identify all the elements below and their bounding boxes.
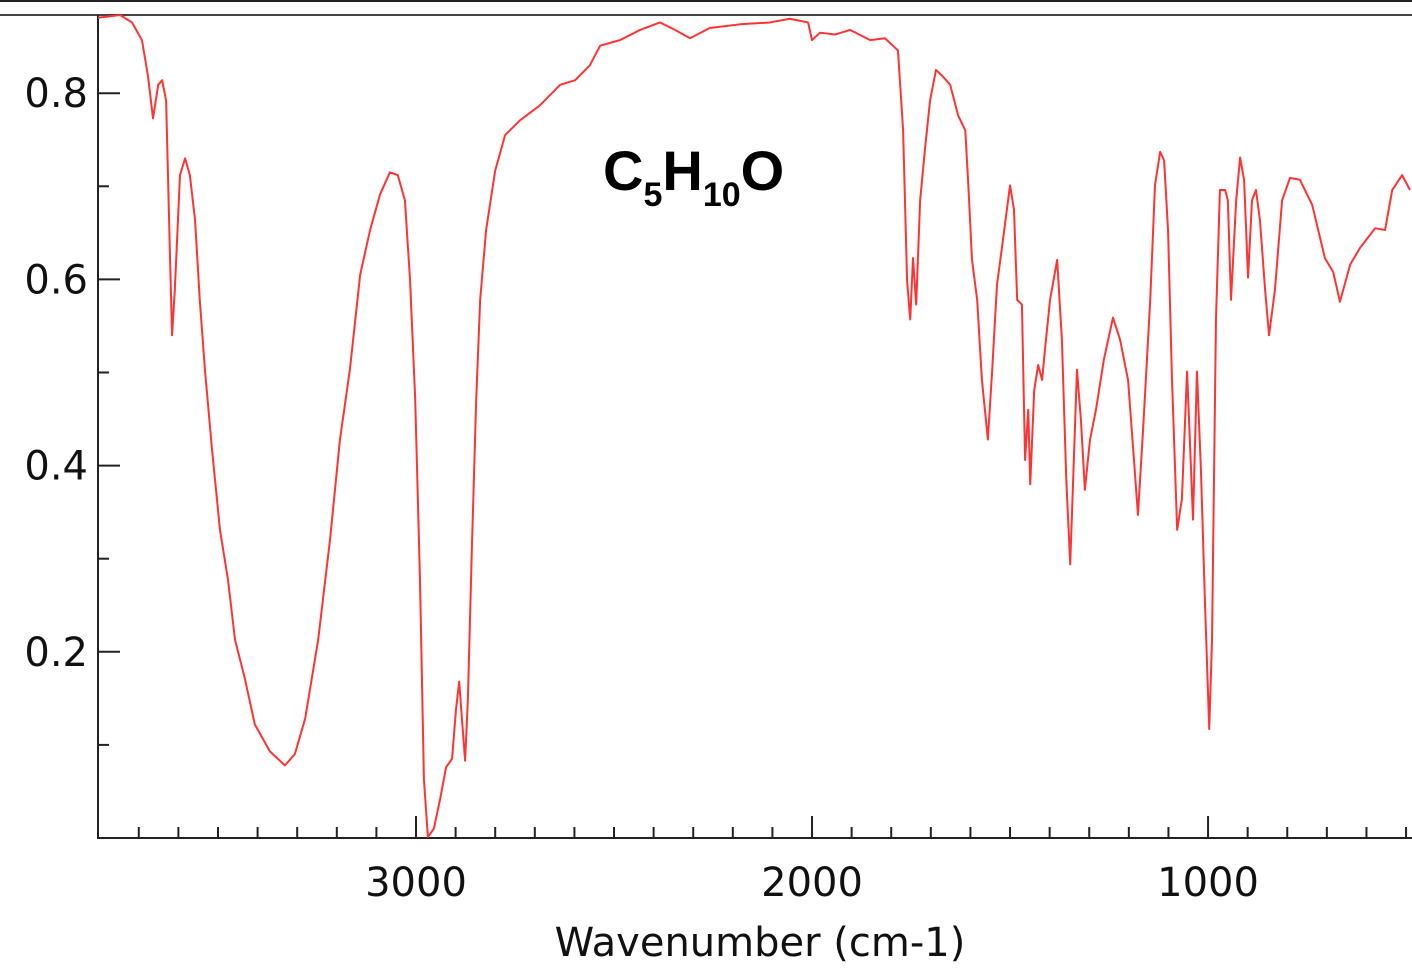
x-tick-label: 1000	[1157, 860, 1259, 906]
y-tick-label: 0.6	[24, 257, 88, 303]
title-part: 10	[703, 176, 741, 214]
title-part: C	[603, 139, 643, 202]
x-tick-label: 3000	[365, 860, 467, 906]
y-tick-label: 0.2	[24, 630, 88, 676]
y-tick-label: 0.4	[24, 444, 88, 490]
title-part: 5	[643, 176, 662, 214]
title-part: H	[662, 139, 702, 202]
spectrum-line	[97, 14, 1411, 839]
x-tick-label: 2000	[761, 860, 863, 906]
title-part: O	[741, 139, 785, 202]
x-axis-title: Wavenumber (cm-1)	[555, 920, 966, 966]
chart-title: C5H10O	[603, 139, 784, 214]
y-tick-label: 0.8	[24, 71, 88, 117]
